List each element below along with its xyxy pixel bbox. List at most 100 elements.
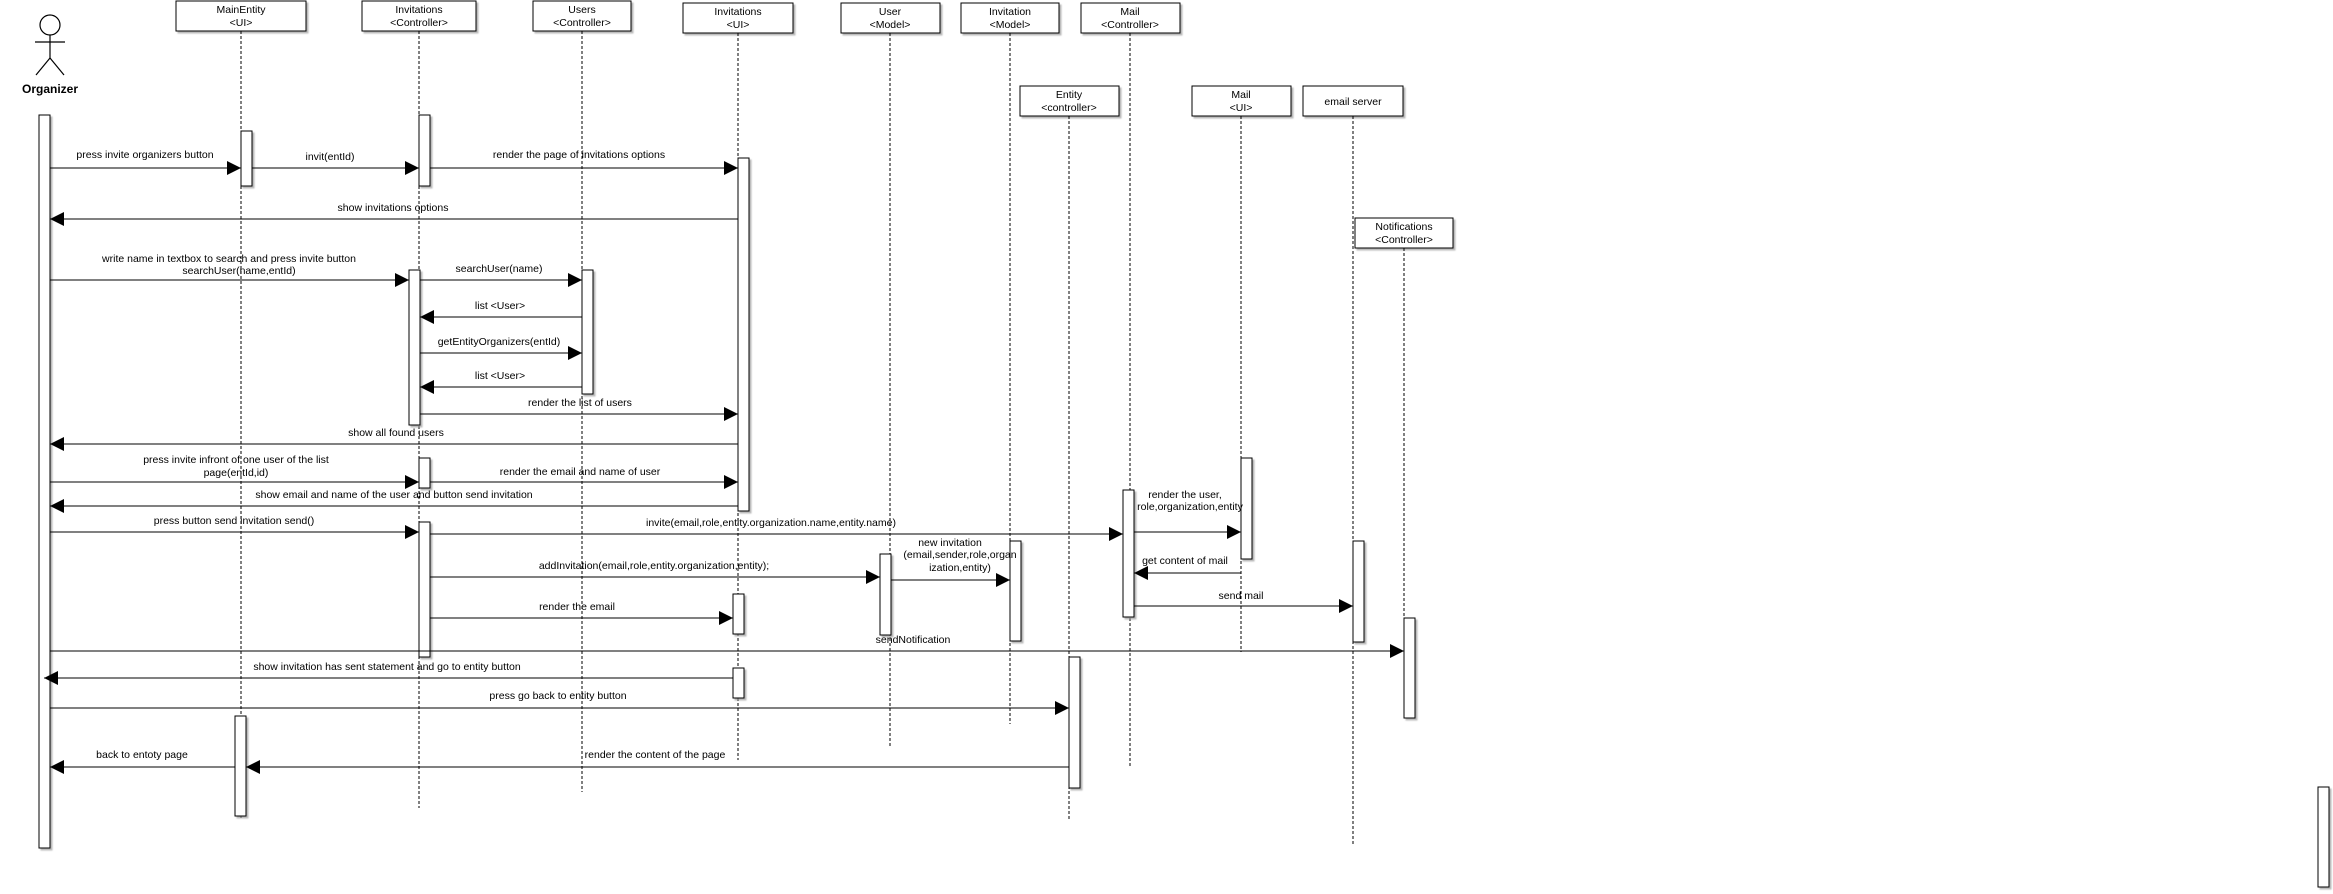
activation-invui-1 bbox=[737, 157, 750, 512]
activation-entityctrl-1 bbox=[1068, 656, 1081, 789]
actor-left-leg bbox=[35, 57, 51, 76]
participant-notifications-controller: Notifications <Controller> bbox=[1354, 217, 1454, 249]
participant-stereotype: <Controller> bbox=[390, 17, 448, 29]
message-label-m10: render the list of users bbox=[528, 397, 632, 409]
message-label-m11: show all found users bbox=[348, 427, 444, 439]
message-label-m21: render the email bbox=[539, 601, 615, 613]
message-label-m2: invit(entId) bbox=[305, 151, 354, 163]
actor-right-leg bbox=[49, 57, 65, 76]
participant-users-controller: Users <Controller> bbox=[532, 0, 632, 32]
message-label-m5-line2: searchUser(name,entId) bbox=[182, 265, 295, 277]
activation-organizer bbox=[38, 114, 51, 849]
participant-box bbox=[682, 2, 794, 34]
activation-invui-2 bbox=[732, 593, 745, 635]
message-label-m22: send mail bbox=[1219, 590, 1264, 602]
activation-orphan bbox=[2317, 786, 2330, 888]
activation-invui-3 bbox=[732, 667, 745, 699]
participant-stereotype: <Controller> bbox=[1101, 19, 1159, 31]
participant-stereotype: <Controller> bbox=[553, 17, 611, 29]
message-label-m20: get content of mail bbox=[1142, 555, 1228, 567]
participant-name: Entity bbox=[1056, 89, 1083, 101]
messages bbox=[44, 161, 1404, 774]
message-label-m26: render the content of the page bbox=[585, 749, 726, 761]
participant-stereotype: <Controller> bbox=[1375, 234, 1433, 246]
participant-name: email server bbox=[1324, 96, 1382, 108]
activation-invctrl-3 bbox=[418, 457, 431, 489]
message-label-m19-line1: new invitation bbox=[918, 537, 982, 549]
activation-mailctrl-1 bbox=[1122, 489, 1135, 618]
message-label-m14: show email and name of the user and butt… bbox=[255, 489, 532, 501]
participant-stereotype: <controller> bbox=[1041, 102, 1096, 114]
participant-stereotype: <Model> bbox=[870, 19, 911, 31]
activation-usermodel-1 bbox=[879, 553, 892, 636]
participant-box bbox=[1354, 217, 1454, 249]
activation-mainentity-1 bbox=[240, 130, 253, 187]
participant-mainentity: MainEntity <UI> bbox=[175, 0, 307, 32]
message-label-m5-line1: write name in textbox to search and pres… bbox=[101, 253, 356, 265]
message-label-m3: render the page of invitations options bbox=[493, 149, 665, 161]
activation-invctrl-4 bbox=[418, 521, 431, 658]
message-label-m9: list <User> bbox=[475, 370, 525, 382]
participant-box bbox=[960, 2, 1060, 34]
organizer-actor: Organizer bbox=[22, 14, 78, 96]
message-label-m6: searchUser(name) bbox=[456, 263, 543, 275]
message-label-m15: press button send invitation send() bbox=[154, 515, 315, 527]
participant-stereotype: <Model> bbox=[990, 19, 1031, 31]
message-label-m12-line2: page(entId,id) bbox=[204, 467, 269, 479]
participant-name: Mail bbox=[1120, 6, 1139, 18]
message-label-m19-line3: ization,entity) bbox=[929, 562, 991, 574]
participant-stereotype: <UI> bbox=[727, 19, 750, 31]
message-label-m8: getEntityOrganizers(entId) bbox=[438, 336, 561, 348]
participant-name: Invitation bbox=[989, 6, 1031, 18]
participant-name: User bbox=[879, 6, 902, 18]
participant-name: Notifications bbox=[1375, 221, 1432, 233]
message-label-m7: list <User> bbox=[475, 300, 525, 312]
activation-mainentity-2 bbox=[234, 715, 247, 817]
message-label-m13: render the email and name of user bbox=[500, 466, 661, 478]
participant-invitations-controller: Invitations <Controller> bbox=[361, 0, 477, 32]
message-label-m17-line1: render the user, bbox=[1148, 489, 1222, 501]
message-label-m18: addInvitation(email,role,entity.organiza… bbox=[539, 560, 769, 572]
participant-invitations-ui: Invitations <UI> bbox=[682, 2, 794, 34]
message-label-m19-line2: (email,sender,role,organ bbox=[903, 549, 1016, 561]
participant-box bbox=[175, 0, 307, 32]
participant-name: Users bbox=[568, 4, 595, 16]
participant-stereotype: <UI> bbox=[1230, 102, 1253, 114]
participant-entity-controller: Entity <controller> bbox=[1019, 85, 1120, 117]
message-label-m16: invite(email,role,entity.organization.na… bbox=[646, 517, 896, 529]
participant-box bbox=[361, 0, 477, 32]
participant-box bbox=[1080, 2, 1181, 34]
message-label-m17-line2: role,organization,entity bbox=[1137, 501, 1243, 513]
activation-invctrl-1 bbox=[418, 114, 431, 187]
actor-label: Organizer bbox=[22, 82, 78, 96]
activation-notifctrl-1 bbox=[1403, 617, 1416, 719]
activation-invctrl-2 bbox=[408, 269, 421, 426]
participant-stereotype: <UI> bbox=[230, 17, 253, 29]
activation-mailui-1 bbox=[1240, 457, 1253, 560]
participant-name: Invitations bbox=[395, 4, 442, 16]
participant-invitation-model: Invitation <Model> bbox=[960, 2, 1060, 34]
participant-mail-ui: Mail <UI> bbox=[1191, 85, 1292, 117]
message-label-m27: back to entoty page bbox=[96, 749, 188, 761]
participant-name: MainEntity bbox=[216, 4, 266, 16]
message-label-m4: show invitations options bbox=[338, 202, 449, 214]
activation-invmodel-1 bbox=[1009, 540, 1022, 642]
message-label-m24: show invitation has sent statement and g… bbox=[253, 661, 520, 673]
participant-box bbox=[840, 2, 941, 34]
participant-name: Invitations bbox=[714, 6, 761, 18]
participant-user-model: User <Model> bbox=[840, 2, 941, 34]
participant-name: Mail bbox=[1231, 89, 1250, 101]
participant-box bbox=[532, 0, 632, 32]
activation-usersctrl-1 bbox=[581, 269, 594, 395]
participant-email-server: email server bbox=[1302, 85, 1404, 117]
message-label-m12-line1: press invite infront of one user of the … bbox=[143, 454, 329, 466]
activation-bars bbox=[38, 114, 2330, 888]
message-label-m1: press invite organizers button bbox=[76, 149, 213, 161]
message-labels: press invite organizers button invit(ent… bbox=[76, 149, 1263, 761]
actor-head bbox=[39, 14, 61, 36]
message-label-m25: press go back to entity button bbox=[489, 690, 626, 702]
message-label-m23: sendNotification bbox=[876, 634, 951, 646]
activation-emailserver-1 bbox=[1352, 540, 1365, 643]
participant-mail-controller: Mail <Controller> bbox=[1080, 2, 1181, 34]
